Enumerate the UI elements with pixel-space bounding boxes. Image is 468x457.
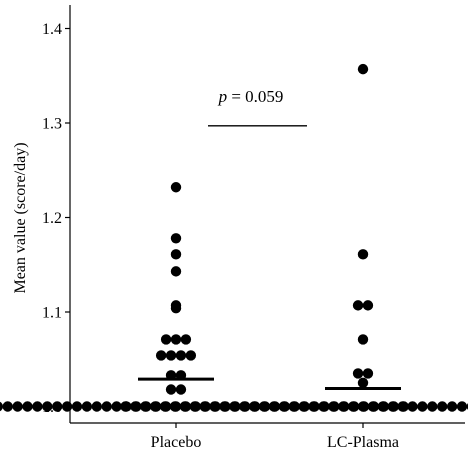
data-point <box>42 401 53 412</box>
data-point <box>170 300 182 311</box>
data-point <box>357 249 369 260</box>
data-point <box>32 401 43 412</box>
data-point <box>229 401 240 412</box>
data-point <box>170 266 182 277</box>
data-point <box>185 350 197 361</box>
data-point <box>165 370 177 381</box>
data-point <box>175 370 187 381</box>
data-point <box>179 401 190 412</box>
data-point <box>61 401 73 412</box>
data-point <box>357 63 369 75</box>
data-point <box>101 401 112 412</box>
data-point <box>12 401 23 412</box>
data-point <box>209 401 220 412</box>
data-point <box>352 300 364 311</box>
data-point <box>199 401 210 412</box>
data-point <box>362 300 374 311</box>
data-point <box>165 384 177 395</box>
data-point <box>367 401 379 412</box>
data-point <box>2 401 13 412</box>
data-point <box>170 182 182 193</box>
data-point <box>149 401 161 412</box>
data-point <box>387 401 398 412</box>
data-point <box>456 401 468 412</box>
data-point <box>159 401 171 412</box>
data-point <box>357 377 369 389</box>
p-value-text: p = 0.059 <box>218 87 284 106</box>
data-point <box>362 368 374 379</box>
data-points <box>0 63 468 412</box>
data-point <box>338 401 349 412</box>
y-axis: 1.01.11.21.31.4 <box>42 5 71 423</box>
x-tick-label: LC-Plasma <box>327 434 399 451</box>
data-point <box>258 401 270 412</box>
group-means <box>138 377 401 391</box>
data-point <box>170 249 182 260</box>
data-point <box>52 401 63 412</box>
p-symbol: p <box>218 87 228 106</box>
data-point <box>81 401 93 412</box>
data-point <box>130 401 141 412</box>
data-point <box>288 401 299 412</box>
data-point <box>407 401 418 412</box>
data-point <box>111 401 122 412</box>
y-axis-label: Mean value (score/day) <box>12 142 29 293</box>
y-tick-label: 1.2 <box>42 210 62 227</box>
data-point <box>417 401 428 412</box>
y-tick-label: 1.1 <box>42 305 62 322</box>
data-point <box>140 401 151 412</box>
data-point <box>328 401 339 412</box>
data-point <box>357 401 369 412</box>
data-point <box>71 401 83 412</box>
data-point <box>397 401 408 412</box>
data-point <box>175 350 187 361</box>
data-point <box>22 401 33 412</box>
data-point <box>352 368 364 379</box>
data-point <box>120 401 131 412</box>
data-point <box>278 401 289 412</box>
data-point <box>169 401 181 412</box>
y-tick-label: 1.3 <box>42 116 62 133</box>
p-value: = 0.059 <box>227 87 283 106</box>
data-point <box>308 401 319 412</box>
data-point <box>180 334 192 345</box>
data-point <box>0 401 3 412</box>
data-point <box>427 401 438 412</box>
data-point <box>160 334 172 345</box>
data-point <box>155 350 167 361</box>
x-tick-label: Placebo <box>151 434 202 451</box>
data-point <box>318 401 329 412</box>
data-point <box>248 401 260 412</box>
data-point <box>446 401 458 412</box>
y-tick-label: 1.4 <box>42 21 62 38</box>
data-point <box>170 334 182 345</box>
data-point <box>165 350 177 361</box>
data-point <box>298 401 309 412</box>
x-axis: Placebo LC-Plasma <box>70 422 465 451</box>
data-point <box>268 401 280 412</box>
data-point <box>357 334 369 345</box>
data-point <box>189 401 200 412</box>
data-point <box>347 401 359 412</box>
data-point <box>175 384 187 395</box>
data-point <box>170 233 182 244</box>
significance-annotation: p = 0.059 <box>208 87 307 127</box>
data-point <box>219 401 230 412</box>
data-point <box>91 401 103 412</box>
data-point <box>437 401 448 412</box>
data-point <box>239 401 250 412</box>
data-point <box>377 401 388 412</box>
